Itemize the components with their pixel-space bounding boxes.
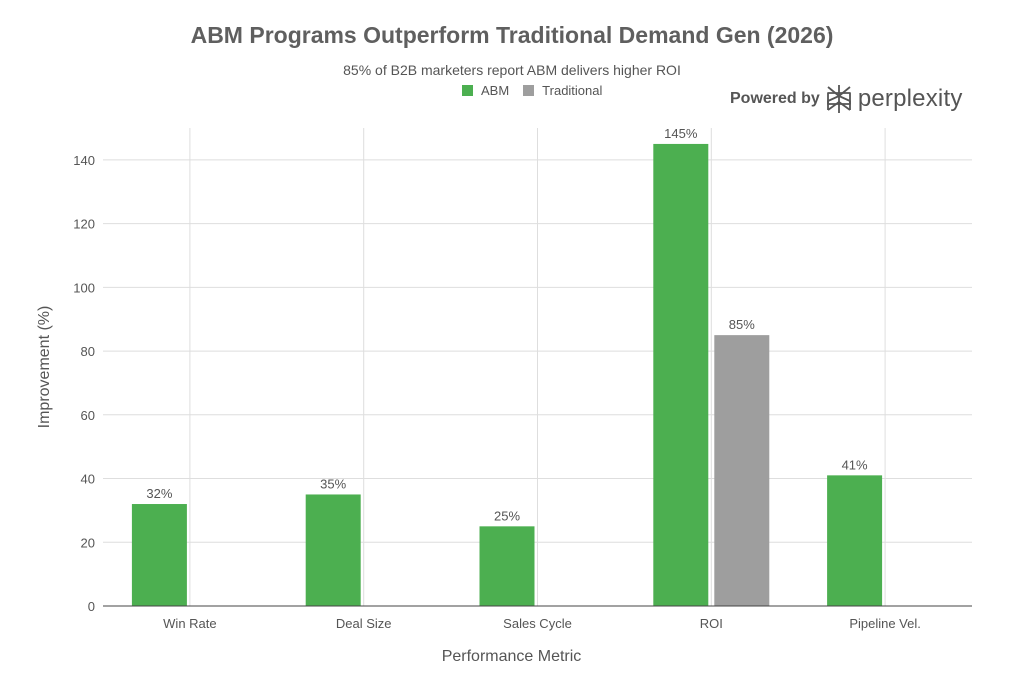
x-tick-label: Win Rate: [163, 616, 216, 631]
data-label: 85%: [729, 317, 755, 332]
y-tick-label: 120: [73, 217, 95, 232]
y-tick-label: 80: [81, 344, 95, 359]
x-tick-label: Sales Cycle: [503, 616, 572, 631]
bar-abm-deal-size: [305, 494, 361, 606]
legend-item-abm[interactable]: ABM: [462, 83, 509, 98]
bar-traditional-roi: [714, 335, 770, 606]
legend-swatch-abm: [462, 85, 473, 96]
y-tick-label: 20: [81, 535, 95, 550]
bar-abm-roi: [653, 143, 709, 606]
data-label: 32%: [146, 486, 172, 501]
y-tick-label: 0: [88, 599, 95, 614]
data-label: 25%: [494, 508, 520, 523]
legend-label-traditional: Traditional: [542, 83, 603, 98]
x-tick-label: Pipeline Vel.: [849, 616, 921, 631]
legend-label-abm: ABM: [481, 83, 510, 98]
chart-subtitle: 85% of B2B marketers report ABM delivers…: [343, 62, 681, 78]
bar-abm-win-rate: [131, 504, 187, 606]
data-label: 35%: [320, 476, 346, 491]
y-tick-label: 60: [81, 408, 95, 423]
branding: Powered by perplexity: [730, 84, 963, 114]
y-axis-title: Improvement (%): [36, 306, 53, 429]
data-label: 145%: [664, 126, 698, 141]
y-tick-label: 140: [73, 153, 95, 168]
powered-by-label: Powered by: [730, 90, 820, 107]
legend: ABM Traditional: [462, 83, 616, 98]
bar-abm-pipeline-vel-: [827, 475, 883, 606]
legend-item-traditional[interactable]: Traditional: [523, 83, 602, 98]
y-tick-label: 40: [81, 472, 95, 487]
brand-name: perplexity: [857, 85, 963, 112]
x-axis-title: Performance Metric: [442, 648, 582, 665]
y-tick-label: 100: [73, 280, 95, 295]
x-tick-label: Deal Size: [336, 616, 392, 631]
data-label: 41%: [842, 457, 868, 472]
chart-title: ABM Programs Outperform Traditional Dema…: [190, 22, 834, 48]
x-tick-label: ROI: [700, 616, 723, 631]
perplexity-logo-icon: [826, 85, 851, 113]
legend-swatch-traditional: [523, 85, 535, 96]
bar-abm-sales-cycle: [479, 526, 535, 606]
